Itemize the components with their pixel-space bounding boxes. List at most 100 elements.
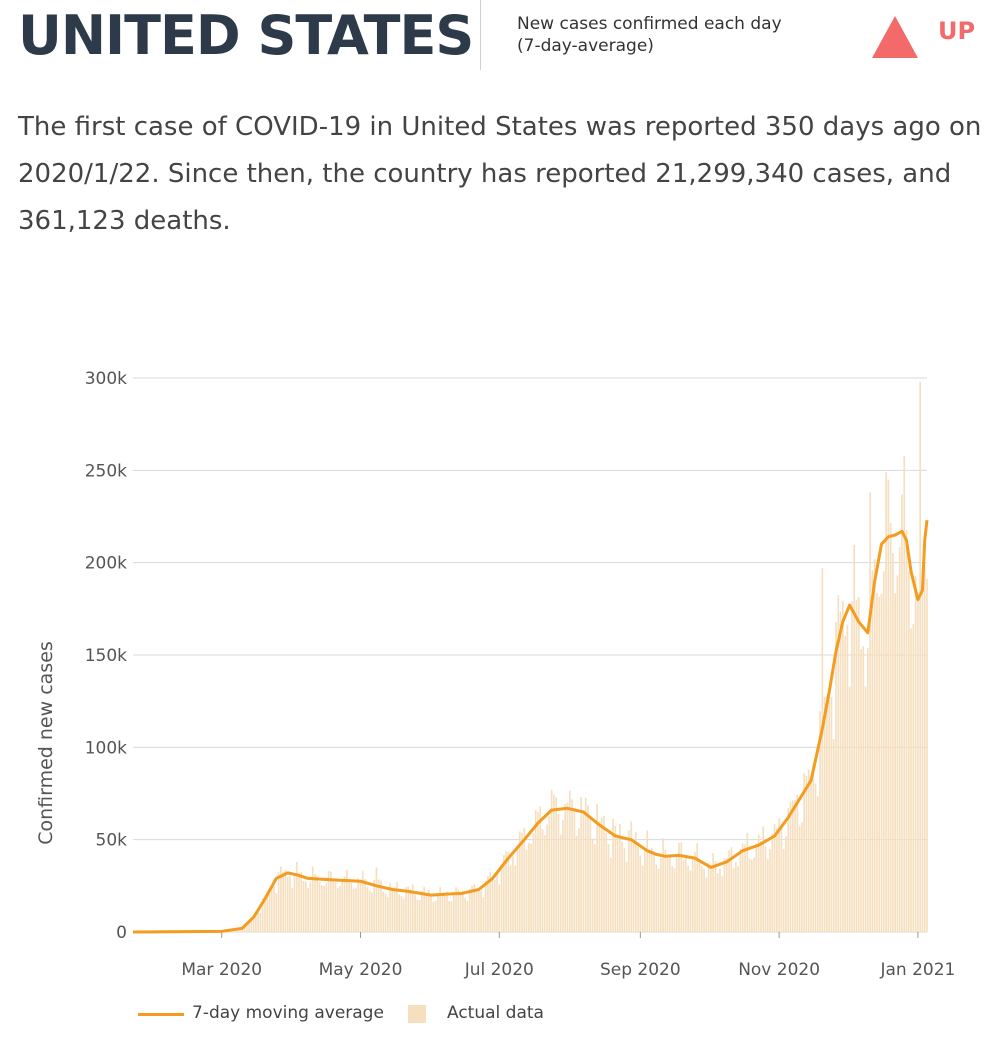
- actual-data-bar: [889, 523, 892, 932]
- country-title: UNITED STATES: [18, 4, 474, 67]
- actual-data-bar: [391, 887, 394, 932]
- actual-data-bar: [921, 569, 924, 932]
- actual-data-bar: [587, 805, 589, 932]
- actual-data-bar: [880, 593, 883, 932]
- actual-data-bar: [389, 883, 391, 932]
- actual-data-bar: [835, 621, 837, 932]
- actual-data-bar: [539, 806, 542, 932]
- actual-data-bar: [341, 881, 344, 932]
- actual-data-bar: [562, 820, 564, 932]
- actual-data-bar: [455, 887, 457, 932]
- actual-data-bar: [841, 600, 844, 932]
- actual-data-bar: [826, 695, 828, 932]
- actual-data-bar: [528, 842, 530, 932]
- actual-data-bar: [555, 796, 558, 932]
- actual-data-bar: [876, 592, 878, 932]
- actual-data-bar: [523, 827, 526, 932]
- actual-data-bar: [309, 881, 312, 932]
- actual-data-bar: [648, 850, 651, 932]
- actual-data-bar: [427, 889, 430, 932]
- actual-data-bar: [411, 884, 414, 932]
- actual-data-bar: [816, 796, 819, 932]
- actual-data-bar: [607, 844, 610, 932]
- actual-data-bar: [823, 696, 826, 932]
- actual-data-bar: [273, 885, 275, 932]
- actual-data-bar: [855, 600, 858, 932]
- actual-data-bar: [311, 866, 314, 932]
- actual-data-bar: [534, 809, 537, 932]
- actual-data-bar: [514, 865, 517, 932]
- header-divider: [480, 0, 481, 70]
- actual-data-bar: [773, 824, 776, 932]
- actual-data-bar: [366, 886, 369, 932]
- actual-data-bar: [252, 916, 255, 932]
- actual-data-bar: [739, 848, 742, 932]
- actual-data-bar: [837, 594, 840, 932]
- actual-data-bar: [896, 575, 899, 932]
- actual-data-bar: [794, 799, 796, 932]
- actual-data-bar: [498, 884, 501, 932]
- x-axis-ticks: Mar 2020 May 2020 Jul 2020 Sep 2020 Nov 2020…: [181, 932, 955, 980]
- actual-data-bar: [814, 783, 817, 932]
- actual-data-bar: [250, 918, 253, 932]
- actual-data-bar: [318, 882, 321, 932]
- actual-data-bar: [330, 871, 332, 932]
- actual-data-bar: [532, 833, 535, 932]
- x-tick-label: Jul 2020: [464, 960, 534, 980]
- actual-data-bar: [730, 847, 733, 932]
- actual-data-bar: [257, 912, 259, 932]
- actual-data-bar: [798, 826, 801, 932]
- actual-data-bar: [480, 891, 482, 932]
- actual-data-bar: [418, 900, 421, 932]
- actual-data-bar: [641, 865, 644, 932]
- actual-data-bar: [396, 881, 398, 932]
- actual-data-bar: [541, 829, 544, 932]
- actual-data-bar: [343, 876, 346, 932]
- actual-data-bars: [134, 381, 928, 932]
- actual-data-bar: [771, 833, 774, 932]
- actual-data-bar: [721, 876, 724, 932]
- legend-bar-swatch: [408, 1005, 426, 1023]
- actual-data-bar: [791, 800, 794, 932]
- actual-data-bar: [598, 821, 601, 932]
- x-tick-label: May 2020: [319, 960, 403, 980]
- actual-data-bar: [712, 853, 714, 932]
- actual-data-bar: [464, 898, 466, 932]
- actual-data-bar: [323, 885, 325, 932]
- actual-data-bar: [887, 479, 890, 932]
- actual-data-bar: [778, 817, 780, 932]
- cases-chart: 0 50k 100k 150k 200k 250k 300k Mar 2020 May 202…: [35, 369, 955, 980]
- actual-data-bar: [241, 929, 244, 932]
- actual-data-bar: [402, 898, 405, 932]
- actual-data-bar: [334, 882, 337, 932]
- actual-data-bar: [698, 861, 701, 932]
- actual-data-bar: [505, 851, 507, 932]
- actual-data-bar: [284, 869, 287, 932]
- actual-data-bar: [409, 892, 412, 932]
- actual-data-bar: [664, 849, 667, 932]
- actual-data-bar: [525, 849, 528, 932]
- actual-data-bar: [680, 842, 683, 932]
- actual-data-bar: [757, 834, 760, 932]
- actual-data-bar: [864, 686, 867, 932]
- actual-data-bar: [239, 928, 241, 932]
- actual-data-bar: [687, 865, 689, 932]
- actual-data-bar: [678, 842, 680, 932]
- actual-data-bar: [573, 810, 576, 932]
- actual-data-bar: [305, 881, 307, 932]
- actual-data-bar: [832, 739, 835, 932]
- actual-data-bar: [314, 874, 316, 932]
- actual-data-bar: [862, 646, 865, 932]
- metric-label: New cases confirmed each day (7-day-aver…: [517, 13, 782, 57]
- actual-data-bar: [270, 887, 273, 932]
- x-tick-label: Sep 2020: [600, 960, 681, 980]
- actual-data-bar: [380, 880, 382, 932]
- actual-data-bar: [518, 831, 521, 932]
- actual-data-bar: [434, 901, 437, 932]
- actual-data-bar: [657, 868, 660, 932]
- actual-data-bar: [264, 895, 266, 932]
- actual-data-bar: [375, 867, 378, 932]
- actual-data-bar: [869, 492, 871, 932]
- actual-data-bar: [867, 647, 869, 932]
- actual-data-bar: [821, 568, 824, 932]
